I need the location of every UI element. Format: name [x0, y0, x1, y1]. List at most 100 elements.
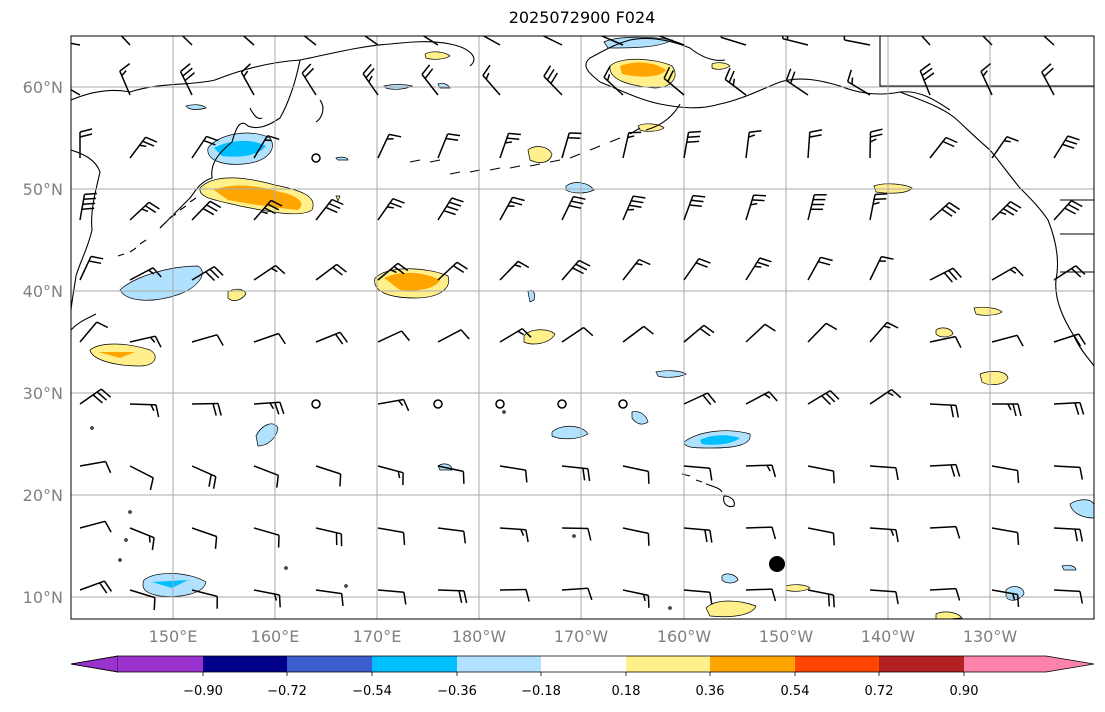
wind-barb-feather [887, 391, 894, 397]
wind-barb [683, 589, 710, 594]
wind-barb-feather [606, 73, 611, 81]
wind-barb [561, 527, 589, 530]
wind-barb-feather [707, 392, 716, 404]
wind-barb-feather [945, 205, 957, 214]
wind-barb-feather [84, 192, 97, 196]
anomaly-contours [89, 36, 1094, 619]
wind-barb-feather [695, 262, 708, 268]
wind-barb-feather [151, 537, 155, 551]
wind-barb-feather [698, 257, 711, 264]
colorbar-label: −0.54 [352, 684, 392, 699]
wind-barb-feather [955, 405, 960, 418]
wind-barb [561, 326, 585, 343]
wind-barb-feather [941, 208, 953, 217]
wind-barb-feather [603, 66, 611, 78]
wind-barb-feather [846, 69, 853, 82]
wind-barb-feather [397, 471, 401, 479]
wind-barb-feather [357, 19, 361, 31]
wind-barb-feather [699, 327, 711, 337]
wind-barb-feather [152, 267, 162, 278]
wind-barb [79, 321, 98, 343]
wind-barb-feather [144, 205, 157, 214]
wind-barb-feather [891, 388, 902, 399]
wind-barb-feather [1078, 333, 1086, 345]
lat-label: 50°N [23, 180, 63, 199]
wind-barb-feather [954, 336, 962, 349]
wind-barb-feather [1016, 532, 1020, 545]
wind-barb [377, 330, 402, 343]
wind-barb [622, 325, 645, 343]
wind-barb-feather [546, 69, 555, 81]
wind-barb-feather [182, 67, 193, 77]
wind-barb-feather [205, 271, 216, 282]
wind-barb-feather [100, 388, 112, 398]
wind-barb-feather [1071, 268, 1082, 278]
wind-barb-feather [83, 197, 97, 201]
wind-barb-feather [96, 321, 109, 329]
wind-barb [437, 589, 465, 592]
wind-barb-feather [689, 204, 702, 208]
wind-barb-feather [950, 404, 955, 418]
wind-barb-feather [514, 264, 522, 268]
wind-barb [191, 527, 217, 538]
wind-barb-feather [1079, 402, 1085, 415]
wind-barb-feather [921, 67, 933, 77]
wind-barb-feather [451, 197, 464, 203]
wind-barb-feather [277, 333, 286, 345]
wind-barb-feather [401, 330, 410, 342]
wind-barb-feather [389, 269, 397, 274]
wind-barb-feather [832, 532, 835, 546]
wind-barb-feather [331, 198, 344, 206]
wind-barb-feather [687, 135, 701, 139]
wind-barb-feather [149, 477, 154, 491]
wind-barb-feather [820, 256, 833, 262]
wind-barb-feather [750, 202, 758, 206]
wind-barb-feather [119, 63, 131, 72]
wind-barb [1053, 589, 1081, 593]
wind-barb-feather [458, 590, 463, 603]
colorbar-segment [795, 656, 879, 672]
wind-barb-feather [578, 259, 591, 267]
wind-barb [303, 36, 317, 46]
wind-barb-feather [209, 268, 220, 279]
wind-barb-feather [732, 78, 736, 86]
wind-barb-feather [456, 261, 468, 270]
wind-barb-feather [809, 134, 822, 138]
wind-barb-feather [789, 71, 796, 84]
wind-barb-feather [213, 266, 224, 276]
wind-barb-feather [728, 70, 735, 83]
wind-barb-feather [267, 203, 280, 211]
wind-barb [561, 587, 588, 591]
lat-label: 10°N [23, 588, 63, 607]
wind-barb-feather [362, 63, 372, 75]
wind-barb-feather [208, 474, 212, 487]
wind-barb-feather [90, 255, 104, 260]
wind-barb-feather [271, 267, 278, 273]
wind-barb-feather [58, 29, 59, 41]
wind-barb-feather [869, 138, 877, 143]
map-title: 2025072900 F024 [508, 8, 656, 27]
wind-barb-feather [148, 269, 155, 275]
wind-barb-feather [173, 16, 179, 27]
wind-barb-feather [821, 395, 832, 406]
wind-barb-feather [629, 204, 642, 208]
wind-barb-feather [149, 336, 156, 343]
wind-barb-feather [276, 475, 280, 488]
wind-barb-feather [703, 324, 715, 334]
wind-barb-feather [1016, 334, 1024, 347]
wind-barb-feather [955, 526, 961, 539]
wind-barb-feather [768, 391, 778, 402]
wind-barb-feather [264, 207, 276, 215]
wind-barb [437, 465, 464, 473]
wind-barb-feather [517, 260, 530, 269]
wind-barb-feather [692, 194, 706, 198]
wind-barb-feather [463, 590, 468, 604]
wind-barbs [58, 16, 1086, 611]
colorbar-segment [372, 656, 457, 672]
wind-barb-feather [206, 204, 218, 212]
wind-barb [1053, 465, 1081, 469]
wind-barb-feather [643, 325, 654, 335]
wind-barb-feather [402, 399, 410, 412]
wind-barb-feather [974, 16, 980, 27]
wind-barb-feather [336, 263, 347, 273]
